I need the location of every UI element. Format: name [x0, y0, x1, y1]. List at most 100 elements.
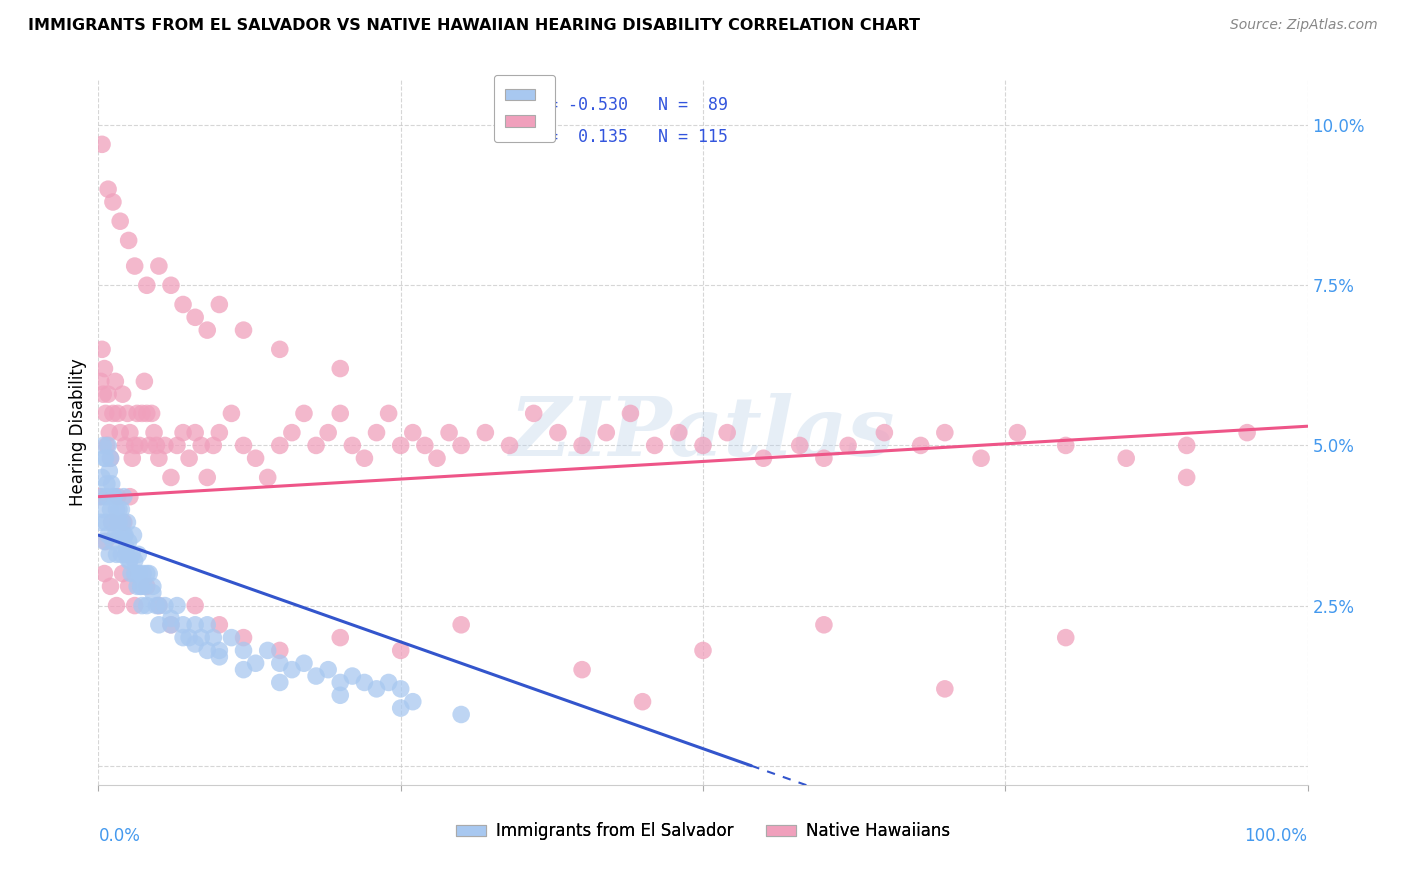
Point — [127, 406, 149, 420]
Point — [111, 566, 134, 581]
Point — [108, 214, 131, 228]
Point — [389, 643, 412, 657]
Point — [166, 438, 188, 452]
Point — [112, 490, 135, 504]
Text: Source: ZipAtlas.com: Source: ZipAtlas.com — [1230, 18, 1378, 32]
Point — [91, 490, 114, 504]
Point — [1054, 438, 1077, 452]
Point — [145, 438, 167, 452]
Point — [377, 406, 399, 420]
Point — [184, 617, 207, 632]
Point — [184, 310, 207, 325]
Point — [108, 425, 131, 440]
Point — [107, 406, 129, 420]
Point — [281, 425, 304, 440]
Point — [97, 387, 120, 401]
Point — [269, 343, 291, 357]
Point — [190, 438, 212, 452]
Point — [124, 554, 146, 568]
Point — [232, 438, 254, 452]
Point — [112, 528, 135, 542]
Point — [329, 675, 352, 690]
Text: 0.0%: 0.0% — [98, 827, 141, 846]
Point — [389, 681, 412, 696]
Point — [129, 579, 152, 593]
Point — [498, 438, 520, 452]
Point — [184, 599, 207, 613]
Point — [1007, 425, 1029, 440]
Point — [124, 599, 146, 613]
Point — [153, 599, 176, 613]
Point — [100, 476, 122, 491]
Point — [129, 579, 152, 593]
Point — [132, 566, 155, 581]
Point — [269, 643, 291, 657]
Point — [103, 490, 125, 504]
Point — [269, 675, 291, 690]
Point — [138, 438, 160, 452]
Point — [970, 451, 993, 466]
Point — [160, 278, 183, 293]
Point — [94, 451, 117, 466]
Point — [138, 566, 160, 581]
Point — [837, 438, 859, 452]
Point — [195, 643, 218, 657]
Point — [112, 516, 135, 530]
Point — [179, 631, 201, 645]
Point — [450, 438, 472, 452]
Point — [128, 566, 150, 581]
Point — [128, 438, 150, 452]
Point — [208, 297, 231, 311]
Point — [117, 516, 139, 530]
Point — [232, 631, 254, 645]
Point — [108, 502, 131, 516]
Point — [668, 425, 690, 440]
Point — [692, 643, 714, 657]
Point — [426, 451, 449, 466]
Point — [208, 617, 231, 632]
Text: 100.0%: 100.0% — [1244, 827, 1308, 846]
Point — [105, 502, 128, 516]
Point — [256, 643, 278, 657]
Point — [91, 137, 114, 152]
Point — [873, 425, 896, 440]
Point — [131, 406, 153, 420]
Point — [108, 528, 131, 542]
Point — [190, 631, 212, 645]
Point — [124, 259, 146, 273]
Point — [122, 528, 145, 542]
Point — [121, 451, 143, 466]
Point — [1115, 451, 1137, 466]
Point — [184, 425, 207, 440]
Point — [195, 617, 218, 632]
Point — [160, 617, 183, 632]
Point — [118, 425, 141, 440]
Point — [208, 649, 231, 664]
Point — [329, 631, 352, 645]
Point — [342, 438, 364, 452]
Point — [148, 617, 170, 632]
Point — [172, 425, 194, 440]
Point — [232, 663, 254, 677]
Point — [305, 669, 328, 683]
Point — [110, 502, 132, 516]
Point — [142, 579, 165, 593]
Point — [98, 425, 121, 440]
Point — [316, 425, 339, 440]
Point — [98, 464, 121, 478]
Point — [184, 637, 207, 651]
Point — [97, 438, 120, 452]
Point — [571, 663, 593, 677]
Point — [195, 470, 218, 484]
Point — [101, 534, 124, 549]
Point — [437, 425, 460, 440]
Point — [104, 528, 127, 542]
Point — [631, 695, 654, 709]
Point — [353, 675, 375, 690]
Point — [93, 451, 115, 466]
Point — [100, 516, 122, 530]
Point — [91, 343, 114, 357]
Point — [208, 643, 231, 657]
Point — [111, 387, 134, 401]
Point — [595, 425, 617, 440]
